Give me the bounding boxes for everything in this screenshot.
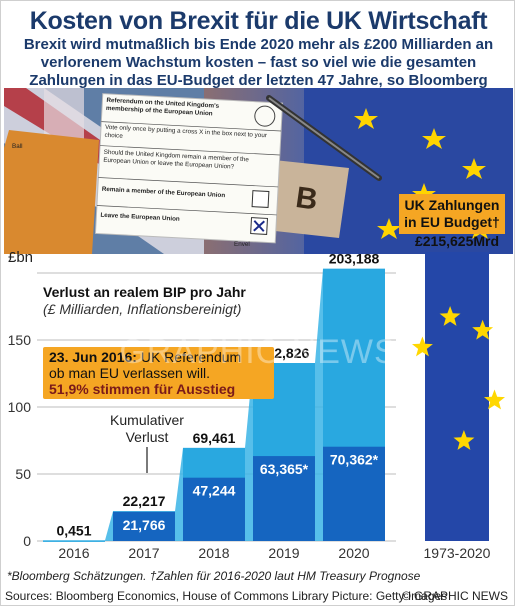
- sources-text: Sources: Bloomberg Economics, House of C…: [5, 589, 448, 603]
- y-tick-label: 0: [23, 533, 31, 549]
- annual-value-label: 21,766: [123, 517, 166, 533]
- annual-loss-bar: [323, 446, 385, 541]
- x-tick-label: 2017: [128, 545, 159, 561]
- y-tick-label: 100: [8, 399, 32, 415]
- x-tick-label: 2020: [338, 545, 369, 561]
- annual-value-label: 70,362*: [330, 452, 379, 468]
- referendum-date: 23. Jun 2016:: [49, 349, 137, 365]
- cumulative-value-label: 0,451: [56, 522, 91, 538]
- loss-subtitle: (£ Milliarden, Inflationsbereinigt): [43, 301, 242, 317]
- eu-star-icon: [472, 319, 494, 340]
- eu-star-icon: [439, 306, 461, 326]
- cumulative-value-label: 203,188: [329, 251, 380, 267]
- cumulative-bar: [43, 540, 105, 542]
- cumulative-value-label: 69,461: [193, 430, 236, 446]
- envelope-text: Envel: [234, 241, 250, 248]
- bars-layer: [43, 268, 385, 542]
- eu-star-icon: [453, 430, 475, 450]
- credit: © GRAPHIC NEWS: [402, 589, 508, 603]
- annual-value-label: 47,244: [193, 483, 236, 499]
- credit-text: © GRAPHIC NEWS: [401, 589, 508, 603]
- remain-checkbox: [251, 190, 270, 208]
- ballot-paper: Referendum on the United Kingdom's membe…: [94, 93, 284, 244]
- page-subtitle: Brexit wird mutmaßlich bis Ende 2020 meh…: [23, 36, 494, 107]
- referendum-note: 23. Jun 2016: UK Referendum ob man EU ve…: [43, 347, 274, 399]
- x-tick-label: 1973-2020: [424, 545, 491, 561]
- x-tick-label: 2019: [268, 545, 299, 561]
- y-tick-label: 150: [8, 332, 32, 348]
- footnote: *Bloomberg Schätzungen. †Zahlen für 2016…: [7, 569, 421, 583]
- axis-layer: 0 50 100 150 2016 2017 2018 2019 2020 1973-2020: [8, 332, 491, 561]
- annual-loss-bar: [183, 477, 245, 541]
- annual-loss-bar: [113, 511, 175, 541]
- eu-star-icon: [484, 389, 505, 410]
- annual-value-label: 63,365*: [260, 461, 309, 477]
- y-axis-label: £bn: [8, 249, 34, 266]
- page-title: Kosten von Brexit für die UK Wirtschaft: [29, 7, 488, 35]
- eu-comparison-layer: [412, 252, 505, 541]
- cumulative-loss-label: Kumulativer Verlust: [110, 412, 184, 445]
- eu-total-value-label: £215,625Mrd: [415, 233, 499, 249]
- annual-loss-bar: [253, 456, 315, 541]
- eu-star-icon: [412, 336, 433, 357]
- ballot-box-card: [266, 160, 349, 238]
- referendum-title: UK Referendum: [140, 349, 242, 365]
- ballot-sheet: [94, 93, 284, 244]
- envelope: [4, 130, 99, 254]
- x-tick-label: 2016: [58, 545, 89, 561]
- envelope-ballot-word: Ball: [12, 143, 23, 150]
- ballot-illustration: Ball B Referendum on the United Kingdom'…: [4, 88, 513, 254]
- leave-cross-mark-icon: [253, 220, 265, 232]
- eu-budget-bar: [425, 252, 489, 541]
- sources: Sources: Bloomberg Economics, House of C…: [5, 589, 447, 603]
- loss-title: Verlust an realem BIP pro Jahr: [43, 284, 246, 300]
- eu-payments-label: UK Zahlungen in EU Budget†: [399, 194, 505, 234]
- referendum-result: 51,9% stimmen für Ausstieg: [49, 381, 236, 397]
- referendum-question: ob man EU verlassen will.: [49, 365, 211, 381]
- pen-icon: [266, 95, 382, 181]
- y-tick-label: 50: [15, 466, 31, 482]
- x-tick-label: 2018: [198, 545, 229, 561]
- cumulative-value-label: 22,217: [123, 493, 166, 509]
- ballot-box-letter: B: [294, 181, 320, 217]
- ballot-seal-icon: [254, 105, 276, 127]
